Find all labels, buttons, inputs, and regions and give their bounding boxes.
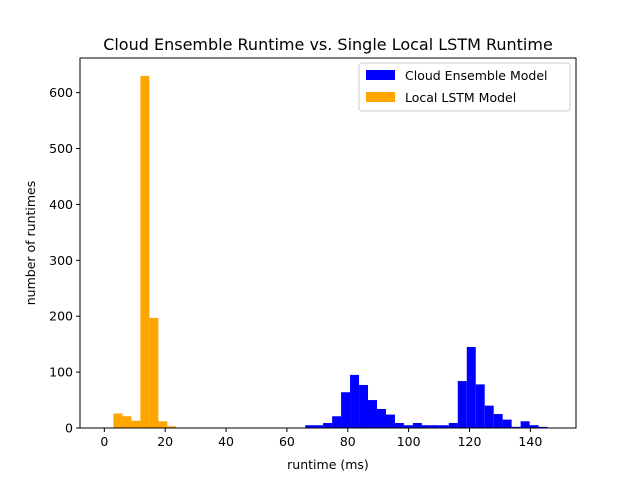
x-tick-label: 100 (397, 434, 421, 449)
legend-label-local: Local LSTM Model (405, 90, 516, 105)
cloud-bar-14 (430, 425, 440, 428)
cloud-bar-23 (511, 426, 521, 428)
bars-layer (113, 75, 548, 428)
local-bar-1 (122, 416, 132, 428)
cloud-bar-11 (403, 425, 413, 428)
cloud-bar-9 (385, 414, 395, 428)
x-axis-ticks: 0 20 40 60 80 100 120 140 (100, 428, 542, 449)
local-bar-0 (113, 413, 123, 428)
local-bar-3 (140, 75, 150, 428)
cloud-bar-1 (314, 425, 324, 428)
cloud-bar-6 (359, 384, 369, 428)
cloud-bar-25 (529, 425, 539, 428)
local-bar-5 (158, 421, 168, 428)
cloud-bar-10 (394, 422, 404, 428)
x-tick-label: 60 (279, 434, 295, 449)
y-tick-label: 200 (49, 309, 73, 324)
cloud-bar-13 (421, 425, 431, 428)
cloud-bar-5 (350, 374, 360, 428)
y-axis-ticks: 0 100 200 300 400 500 600 (49, 85, 80, 436)
cloud-bar-2 (323, 422, 333, 428)
local-bar-6 (167, 426, 177, 428)
cloud-bar-22 (502, 419, 512, 428)
cloud-bar-3 (332, 416, 342, 428)
plot-frame (79, 57, 577, 429)
legend-swatch-cloud (366, 70, 395, 80)
y-tick-label: 400 (49, 197, 73, 212)
x-tick-label: 80 (340, 434, 356, 449)
cloud-bar-18 (466, 346, 476, 428)
cloud-bar-15 (439, 425, 449, 428)
y-tick-label: 500 (49, 141, 73, 156)
y-tick-label: 0 (65, 421, 73, 436)
cloud-bar-16 (448, 422, 458, 428)
local-bar-2 (131, 420, 141, 428)
cloud-bar-19 (475, 384, 485, 428)
x-tick-label: 120 (458, 434, 482, 449)
x-tick-label: 40 (218, 434, 234, 449)
cloud-bar-17 (457, 381, 467, 428)
local-bar-4 (149, 317, 159, 428)
x-tick-label: 140 (518, 434, 542, 449)
y-tick-label: 600 (49, 85, 73, 100)
legend-swatch-local (366, 92, 395, 102)
cloud-bar-8 (376, 409, 386, 428)
legend: Cloud Ensemble Model Local LSTM Model (358, 62, 571, 112)
legend-label-cloud: Cloud Ensemble Model (405, 68, 547, 83)
x-axis-label: runtime (ms) (287, 457, 369, 472)
legend-box (358, 62, 571, 112)
cloud-bar-20 (484, 405, 494, 428)
cloud-bar-24 (520, 421, 530, 428)
cloud-bar-21 (493, 414, 503, 428)
x-tick-label: 20 (157, 434, 173, 449)
cloud-bar-7 (368, 400, 377, 428)
cloud-bar-4 (341, 392, 351, 428)
x-tick-label: 0 (100, 434, 108, 449)
cloud-bar-26 (538, 426, 548, 428)
y-tick-label: 300 (49, 253, 73, 268)
y-axis-label: number of runtimes (23, 181, 38, 306)
y-tick-label: 100 (49, 365, 73, 380)
cloud-bar-12 (412, 422, 422, 428)
cloud-bar-0 (305, 425, 315, 428)
chart-title: Cloud Ensemble Runtime vs. Single Local … (103, 35, 553, 54)
